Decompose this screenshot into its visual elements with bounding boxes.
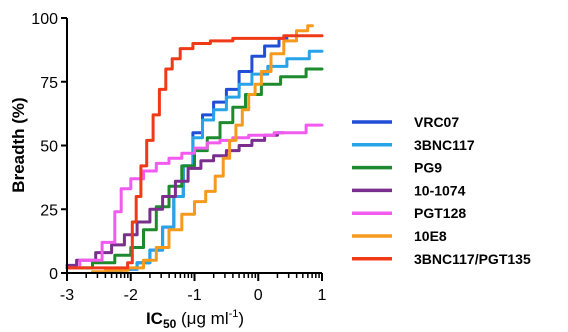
- x-axis-label: IC50 (μg ml-1): [146, 308, 244, 331]
- series-line-10e8: [91, 24, 314, 274]
- axes-layer: 0 25 50 75 100 -3 -2 -1 0 1: [31, 11, 326, 304]
- legend-label: PGT128: [414, 205, 466, 221]
- x-axis-label-subscript: 50: [163, 317, 177, 331]
- x-axis-label-unit-superscript: -1: [229, 308, 239, 320]
- series-line-pgt128: [65, 123, 324, 270]
- y-tick-label: 0: [49, 266, 58, 283]
- legend: VRC07 3BNC117 PG9 10-1074 PGT128 10E8 3BNC117/…: [352, 114, 531, 267]
- legend-label: 10-1074: [414, 182, 466, 198]
- x-axis-label-unit-close: ): [238, 309, 244, 328]
- y-tick-label: 50: [40, 139, 58, 156]
- series-layer: [65, 24, 324, 274]
- y-axis-label: Breadth (%): [9, 97, 28, 192]
- legend-label: VRC07: [414, 114, 459, 130]
- x-axis-label-unit: (μg ml: [176, 309, 228, 328]
- legend-label: PG9: [414, 160, 442, 176]
- series-line-10-1074: [65, 131, 286, 267]
- legend-label: 3BNC117: [414, 137, 475, 153]
- legend-label: 3BNC117/PGT135: [414, 251, 531, 267]
- x-tick-label: 1: [318, 287, 327, 304]
- y-tick-label: 100: [31, 11, 58, 28]
- x-axis-label-main: IC: [146, 309, 163, 328]
- legend-label: 10E8: [414, 228, 447, 244]
- x-tick-label: 0: [254, 287, 263, 304]
- x-tick-label: -3: [60, 287, 74, 304]
- x-tick-label: -2: [124, 287, 138, 304]
- x-tick-label: -1: [187, 287, 201, 304]
- y-tick-label: 75: [40, 75, 58, 92]
- series-line-3bnc117-pgt135: [65, 34, 324, 270]
- y-tick-label: 25: [40, 202, 58, 219]
